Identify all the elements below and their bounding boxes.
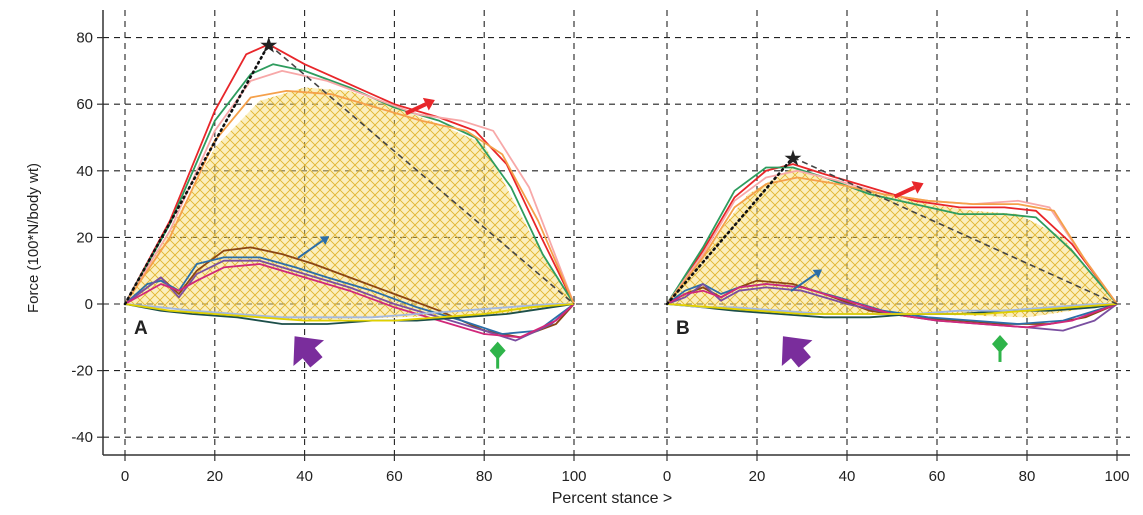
dotted-rise-line <box>123 42 270 306</box>
series-line <box>666 166 1118 305</box>
hatched-region <box>125 87 574 321</box>
y-axis-title: Force (100*N/body wt) <box>25 163 42 313</box>
y-tick-label: 0 <box>85 296 93 313</box>
purple-arrow-icon <box>293 336 325 368</box>
green-diamond-icon <box>489 341 506 369</box>
x-tick-label: 100 <box>561 468 586 485</box>
dashed-decline-line <box>268 43 575 305</box>
series-line <box>124 303 574 319</box>
series-line <box>666 303 1118 315</box>
red-arrow-shaft <box>893 185 916 199</box>
x-tick-label: 40 <box>296 468 313 485</box>
x-tick-label: 40 <box>839 468 856 485</box>
y-tick-label: 80 <box>76 30 93 47</box>
panel-label: B <box>676 318 690 339</box>
y-tick-label: 40 <box>76 163 93 180</box>
series-line <box>666 176 1118 305</box>
purple-arrow-icon <box>781 336 813 368</box>
red-arrow-shaft <box>405 102 427 116</box>
series-line <box>124 263 575 339</box>
x-tick-label: 60 <box>929 468 946 485</box>
y-tick-label: -40 <box>71 429 93 446</box>
x-tick-label: 20 <box>749 468 766 485</box>
x-tick-label: 80 <box>1019 468 1036 485</box>
x-tick-label: 0 <box>121 468 129 485</box>
red-arrow-head <box>422 97 435 111</box>
x-tick-label: 100 <box>1104 468 1129 485</box>
blue-arrow-shaft <box>790 273 817 293</box>
blue-arrow-shaft <box>297 239 324 259</box>
red-arrow-icon <box>405 97 435 116</box>
series-line <box>666 163 1118 305</box>
hatched-region <box>667 167 1117 318</box>
x-tick-label: 20 <box>206 468 223 485</box>
red-arrow-head <box>911 181 924 194</box>
series-line <box>666 283 1118 329</box>
y-tick-label: 20 <box>76 229 93 246</box>
purple-arrow-shape <box>781 336 813 368</box>
purple-arrow-shape <box>293 336 325 368</box>
series-line <box>124 70 575 305</box>
series-line <box>666 283 1118 332</box>
series-line <box>666 303 1118 319</box>
blue-arrow-head <box>812 269 823 279</box>
red-arrow-icon <box>893 181 924 199</box>
y-tick-label: -20 <box>71 363 93 380</box>
green-diamond-shape <box>992 334 1008 353</box>
peak-star-icon: ★ <box>783 145 803 170</box>
x-tick-label: 60 <box>386 468 403 485</box>
series-line <box>124 63 575 305</box>
panel-a: 0 20 40 60 80 100 ★ A <box>121 10 587 485</box>
panel-b: 0 20 40 60 80 100 ★ B <box>663 10 1130 485</box>
series-line <box>124 303 575 325</box>
green-diamond-icon <box>992 334 1008 362</box>
axes-layer: -40 -20 0 20 40 60 80 <box>71 10 1130 456</box>
x-tick-label: 80 <box>476 468 493 485</box>
x-axis-title: Percent stance > <box>552 490 673 507</box>
panels-layer: 0 20 40 60 80 100 ★ A 0 20 40 60 80 100 ★ B <box>121 10 1130 485</box>
blue-arrow-icon <box>297 236 330 259</box>
dotted-rise-line <box>665 156 795 306</box>
blue-arrow-icon <box>790 269 823 293</box>
series-line <box>124 90 575 305</box>
panel-label: A <box>134 318 148 339</box>
blue-arrow-head <box>319 236 330 245</box>
x-tick-label: 0 <box>663 468 671 485</box>
y-tick-label: 60 <box>76 96 93 113</box>
green-diamond-shape <box>489 341 506 360</box>
peak-star-icon: ★ <box>259 32 279 57</box>
series-line <box>124 259 575 342</box>
series-line <box>124 303 575 322</box>
